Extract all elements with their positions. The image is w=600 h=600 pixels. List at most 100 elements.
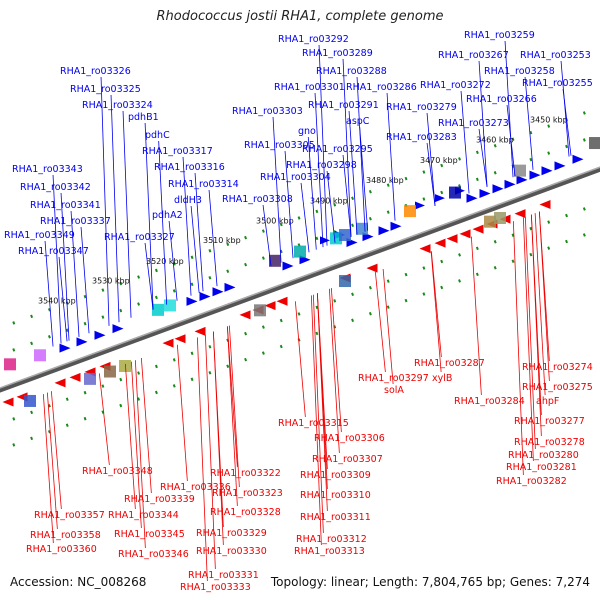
forward-gene-leader xyxy=(356,76,366,232)
reverse-gene-mark xyxy=(162,338,174,348)
reverse-gene-label: RHA1_ro03278 xyxy=(514,437,585,448)
forward-gene-mark xyxy=(76,337,88,347)
forward-gene-leader xyxy=(100,76,110,326)
rail-reverse-inner xyxy=(0,201,600,426)
forward-gene-leader xyxy=(506,104,516,177)
forward-gene-label: RHA1_ro03279 xyxy=(386,102,457,113)
forward-gene-label: RHA1_ro03342 xyxy=(20,182,91,193)
forward-gene-mark xyxy=(212,287,224,297)
reverse-gene-label: RHA1_ro03328 xyxy=(210,507,281,518)
feature-block xyxy=(4,358,16,371)
forward-gene-label: RHA1_ro03286 xyxy=(346,82,417,93)
reverse-gene-label: RHA1_ro03277 xyxy=(514,416,585,427)
forward-gene-mark xyxy=(504,179,516,189)
reverse-gene-leader xyxy=(140,357,152,494)
reverse-gene-label: RHA1_ro03322 xyxy=(210,468,281,479)
forward-gene-leader xyxy=(342,58,352,237)
reverse-gene-leader xyxy=(316,293,328,512)
forward-gene-label: RHA1_ro03314 xyxy=(168,179,239,190)
forward-gene-mark xyxy=(479,189,491,199)
reverse-gene-leader xyxy=(134,360,146,549)
scale-label: 3480 kbp xyxy=(366,176,404,185)
forward-gene-mark xyxy=(435,194,445,203)
reverse-gene-label: RHA1_ro03309 xyxy=(300,470,371,481)
forward-gene-mark xyxy=(415,201,425,210)
reverse-gene-mark xyxy=(239,310,251,320)
forward-gene-label: RHA1_ro03289 xyxy=(302,48,373,59)
reverse-gene-label: RHA1_ro03331 xyxy=(188,570,259,581)
forward-gene-mark xyxy=(390,221,402,231)
forward-gene-label: RHA1_ro03255 xyxy=(522,78,593,89)
reverse-gene-label: RHA1_ro03333 xyxy=(180,582,251,593)
feature-block xyxy=(119,360,131,372)
forward-gene-leader xyxy=(478,128,488,187)
feature-block xyxy=(24,394,36,407)
forward-gene-label: RHA1_ro03343 xyxy=(12,164,83,175)
reverse-gene-mark xyxy=(54,378,66,388)
reverse-gene-mark xyxy=(419,244,431,254)
feature-block xyxy=(589,137,600,150)
forward-gene-label: RHA1_ro03267 xyxy=(438,50,509,61)
feature-block xyxy=(514,164,526,177)
forward-gene-label: RHA1_ro03298 xyxy=(286,160,357,171)
scale-label: 3470 kbp xyxy=(420,156,458,165)
reverse-gene-leader xyxy=(330,288,342,433)
forward-gene-leader xyxy=(314,92,324,248)
reverse-gene-label: RHA1_ro03281 xyxy=(506,462,577,473)
scale-label: 3530 kbp xyxy=(92,277,130,286)
forward-gene-mark xyxy=(516,175,528,185)
forward-gene-label: RHA1_ro03349 xyxy=(4,230,75,241)
reverse-gene-label: RHA1_ro03282 xyxy=(496,476,567,487)
reverse-gene-leader xyxy=(512,221,524,476)
reverse-gene-leader xyxy=(228,325,240,488)
forward-gene-label: RHA1_ro03305 xyxy=(244,140,315,151)
forward-gene-label: RHA1_ro03253 xyxy=(520,50,591,61)
forward-gene-leader xyxy=(52,174,62,344)
forward-gene-leader xyxy=(524,76,534,170)
reverse-gene-mark xyxy=(446,234,458,244)
reverse-gene-mark xyxy=(472,224,484,234)
forward-gene-mark xyxy=(94,330,106,340)
reverse-gene-label: RHA1_ro03274 xyxy=(522,362,593,373)
forward-gene-leader xyxy=(144,122,154,310)
reverse-gene-leader xyxy=(130,361,142,529)
forward-gene-label: RHA1_ro03327 xyxy=(104,232,175,243)
forward-gene-leader xyxy=(190,205,200,293)
forward-gene-mark xyxy=(492,184,504,194)
reverse-gene-label: RHA1_ro03346 xyxy=(118,549,189,560)
forward-gene-leader xyxy=(460,90,470,194)
forward-gene-mark xyxy=(529,170,541,180)
genome-backbone xyxy=(0,166,600,393)
reverse-gene-label: RHA1_ro03297 xyxy=(358,373,429,384)
reverse-gene-leader xyxy=(212,331,224,546)
forward-gene-leader xyxy=(478,60,488,187)
reverse-gene-label: RHA1_ro03275 xyxy=(522,382,593,393)
rail-forward-outer xyxy=(0,105,600,330)
forward-gene-label: RHA1_ro03341 xyxy=(30,200,101,211)
forward-gene-label: RHA1_ro03283 xyxy=(386,132,457,143)
forward-gene-leader xyxy=(348,110,358,235)
reverse-gene-label: RHA1_ro03306 xyxy=(314,433,385,444)
forward-gene-label: RHA1_ro03316 xyxy=(154,162,225,173)
map-title: Rhodococcus jostii RHA1, complete genome xyxy=(156,9,444,24)
forward-gene-label: RHA1_ro03303 xyxy=(232,106,303,117)
reverse-gene-leader xyxy=(328,288,340,454)
forward-gene-leader xyxy=(318,44,328,246)
reverse-gene-leader xyxy=(374,271,386,373)
reverse-gene-mark xyxy=(69,372,81,382)
reverse-gene-leader xyxy=(226,326,238,507)
feature-block xyxy=(339,229,351,242)
scale-label: 3540 kbp xyxy=(38,297,76,306)
forward-gene-mark xyxy=(320,236,330,245)
forward-gene-mark xyxy=(59,343,71,353)
forward-gene-mark xyxy=(466,193,478,203)
feature-block xyxy=(356,222,368,235)
reverse-gene-label: RHA1_ro03329 xyxy=(196,528,267,539)
forward-gene-leader xyxy=(359,126,369,231)
feature-block xyxy=(34,349,46,362)
reverse-gene-leader xyxy=(98,373,110,466)
reverse-gene-leader xyxy=(534,213,546,396)
reverse-gene-label: RHA1_ro03330 xyxy=(196,546,267,557)
forward-gene-label: RHA1_ro03325 xyxy=(70,84,141,95)
